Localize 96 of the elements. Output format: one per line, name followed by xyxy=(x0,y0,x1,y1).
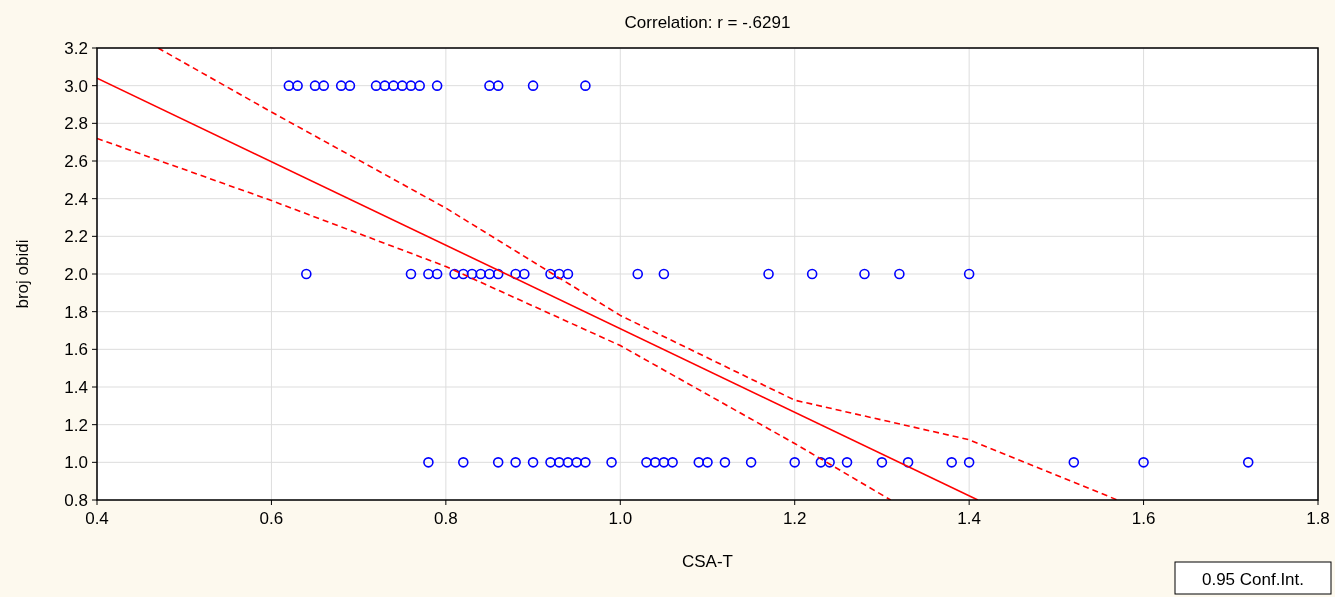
point xyxy=(562,268,574,280)
point xyxy=(963,268,975,280)
line-series xyxy=(97,137,892,500)
y-tick-label: 1.4 xyxy=(64,378,88,397)
point xyxy=(519,268,530,280)
point xyxy=(449,268,460,280)
point xyxy=(414,80,425,91)
point xyxy=(641,457,652,468)
y-tick-label: 1.0 xyxy=(64,453,88,473)
x-tick-label: 1.4 xyxy=(957,509,981,528)
y-tick-label: 1.8 xyxy=(64,302,88,322)
point xyxy=(1068,457,1080,468)
x-tick-label: 1.2 xyxy=(782,509,807,528)
text: 0.95 Conf.Int. xyxy=(1201,570,1305,589)
point xyxy=(876,457,888,468)
point xyxy=(283,80,295,91)
y-tick-label: 0.8 xyxy=(64,491,88,510)
point xyxy=(894,268,905,280)
x-tick-label: 1.8 xyxy=(1306,509,1330,528)
point xyxy=(1138,457,1149,468)
y-tick-label: 2.0 xyxy=(64,265,88,284)
point xyxy=(824,457,835,468)
point xyxy=(379,80,391,91)
point xyxy=(815,457,827,468)
point xyxy=(693,457,705,468)
point xyxy=(1242,457,1254,468)
point xyxy=(492,80,504,91)
point xyxy=(466,268,478,280)
point xyxy=(667,457,678,468)
point xyxy=(396,80,408,91)
point xyxy=(431,80,443,91)
point xyxy=(580,80,591,91)
point xyxy=(789,457,801,468)
point xyxy=(344,80,356,91)
point xyxy=(553,457,565,468)
point xyxy=(963,457,975,468)
point xyxy=(405,80,417,91)
point xyxy=(859,268,870,280)
point xyxy=(301,268,312,280)
x-axis-title: CSA-T xyxy=(682,552,733,571)
point xyxy=(702,457,713,468)
point xyxy=(946,457,957,468)
point xyxy=(388,80,399,91)
point xyxy=(423,457,434,468)
point xyxy=(527,80,539,91)
point xyxy=(580,457,591,468)
point xyxy=(606,457,617,468)
y-axis-title: broj obidi xyxy=(13,239,32,309)
y-tick-label: 3.0 xyxy=(64,76,88,96)
point xyxy=(292,80,303,91)
point xyxy=(553,268,565,280)
chart-title: Correlation: r = -.6291 xyxy=(624,13,791,32)
point xyxy=(318,80,330,91)
point xyxy=(763,268,774,280)
point xyxy=(545,268,556,280)
point xyxy=(658,268,670,280)
y-tick-label: 1.6 xyxy=(64,340,88,360)
y-tick-label: 2.8 xyxy=(64,114,88,134)
point xyxy=(510,457,521,468)
point xyxy=(484,80,495,91)
y-tick-label: 2.6 xyxy=(64,152,88,171)
y-tick-label: 3.2 xyxy=(64,39,88,58)
point xyxy=(841,457,853,468)
point xyxy=(545,457,556,468)
point xyxy=(405,268,417,280)
point xyxy=(370,80,382,91)
point xyxy=(484,268,495,280)
y-tick-label: 2.2 xyxy=(64,227,88,247)
point xyxy=(806,268,818,280)
point xyxy=(309,80,321,91)
point xyxy=(458,268,469,280)
point xyxy=(658,457,670,468)
x-tick-label: 0.8 xyxy=(434,509,458,528)
point xyxy=(649,457,661,468)
point xyxy=(475,268,487,280)
point xyxy=(510,268,521,280)
point xyxy=(745,457,757,468)
point xyxy=(335,80,347,91)
point xyxy=(431,268,443,280)
point xyxy=(458,457,469,468)
point xyxy=(492,268,504,280)
point xyxy=(902,457,914,468)
x-tick-label: 1.6 xyxy=(1131,509,1156,528)
point xyxy=(562,457,574,468)
point xyxy=(719,457,731,468)
y-tick-label: 1.2 xyxy=(64,415,88,435)
x-tick-label: 0.6 xyxy=(259,509,284,528)
x-tick-label: 1.0 xyxy=(608,509,633,528)
point xyxy=(632,268,644,280)
line-series xyxy=(157,48,1119,500)
point xyxy=(423,268,434,280)
y-tick-label: 2.4 xyxy=(64,189,88,209)
x-tick-label: 0.4 xyxy=(85,509,109,528)
point xyxy=(571,457,582,468)
point xyxy=(527,457,539,468)
point xyxy=(492,457,504,468)
